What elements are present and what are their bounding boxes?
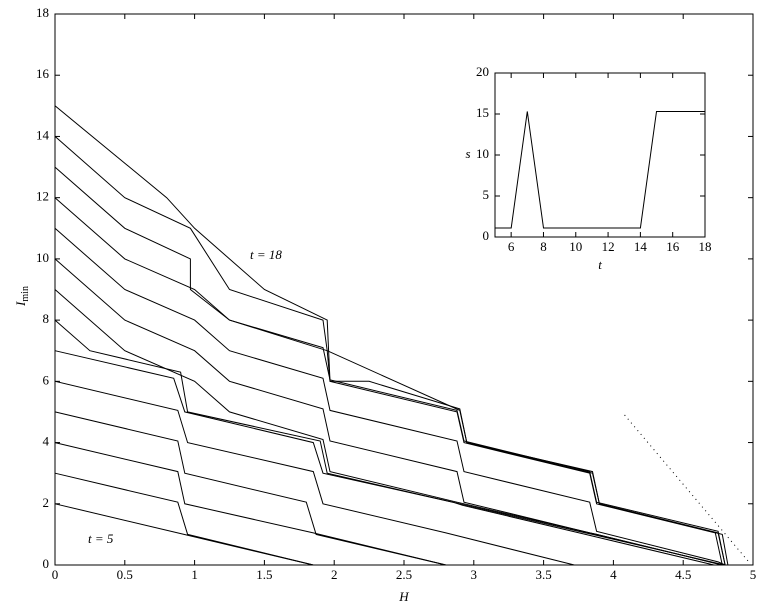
- x-tick-label: 12: [602, 239, 615, 254]
- axes-frame: [54, 13, 754, 566]
- data-line: [54, 197, 726, 566]
- y-axis-label: Imin: [13, 286, 31, 307]
- y-axis-label-main: I: [13, 301, 28, 307]
- data-line: [54, 442, 447, 566]
- y-tick-label: 4: [43, 434, 50, 449]
- plot-area: [495, 73, 705, 237]
- y-tick-label: 0: [483, 228, 490, 243]
- y-tick-label: 5: [483, 187, 490, 202]
- y-tick-label: 8: [43, 311, 50, 326]
- x-tick-label: 3: [471, 567, 478, 582]
- data-line: [624, 414, 750, 563]
- data-line: [54, 350, 715, 566]
- y-tick-label: 10: [36, 250, 49, 265]
- annotation: t = 18: [250, 247, 282, 262]
- x-tick-label: 5: [750, 567, 757, 582]
- y-tick-label: 2: [43, 495, 50, 510]
- x-tick-label: 3.5: [535, 567, 551, 582]
- x-tick-label: 2.5: [396, 567, 412, 582]
- data-line: [54, 258, 723, 566]
- y-tick-label: 6: [43, 372, 50, 387]
- y-tick-label: 16: [36, 66, 50, 81]
- x-tick-label: 16: [666, 239, 680, 254]
- x-tick-label: 0.5: [117, 567, 133, 582]
- data-line: [54, 411, 447, 566]
- annotation: t = 5: [88, 531, 114, 546]
- x-tick-label: 4: [610, 567, 617, 582]
- x-tick-label: 2: [331, 567, 338, 582]
- x-tick-label: 1: [191, 567, 198, 582]
- x-tick-label: 14: [634, 239, 648, 254]
- x-tick-label: 18: [699, 239, 712, 254]
- y-tick-label: 10: [476, 146, 489, 161]
- data-line: [54, 380, 575, 566]
- y-tick-label: 18: [36, 5, 49, 20]
- axes-frame: [494, 72, 706, 238]
- x-tick-label: 6: [508, 239, 515, 254]
- data-line: [54, 472, 314, 566]
- data-line: [54, 105, 729, 566]
- y-tick-label: 0: [43, 556, 50, 571]
- data-line: [495, 111, 705, 229]
- y-tick-label: 15: [476, 105, 489, 120]
- x-tick-label: 10: [569, 239, 582, 254]
- inset-x-axis-label: t: [598, 257, 602, 272]
- inset-y-axis-label: s: [465, 146, 470, 161]
- x-tick-label: 0: [52, 567, 59, 582]
- y-tick-label: 12: [36, 189, 49, 204]
- y-tick-label: 14: [36, 127, 50, 142]
- y-axis-label-sub: min: [20, 286, 31, 302]
- x-tick-label: 8: [540, 239, 547, 254]
- x-tick-label: 1.5: [256, 567, 272, 582]
- x-axis-label: H: [398, 589, 409, 604]
- data-line: [54, 227, 726, 566]
- y-tick-label: 20: [476, 64, 489, 79]
- x-tick-label: 4.5: [675, 567, 691, 582]
